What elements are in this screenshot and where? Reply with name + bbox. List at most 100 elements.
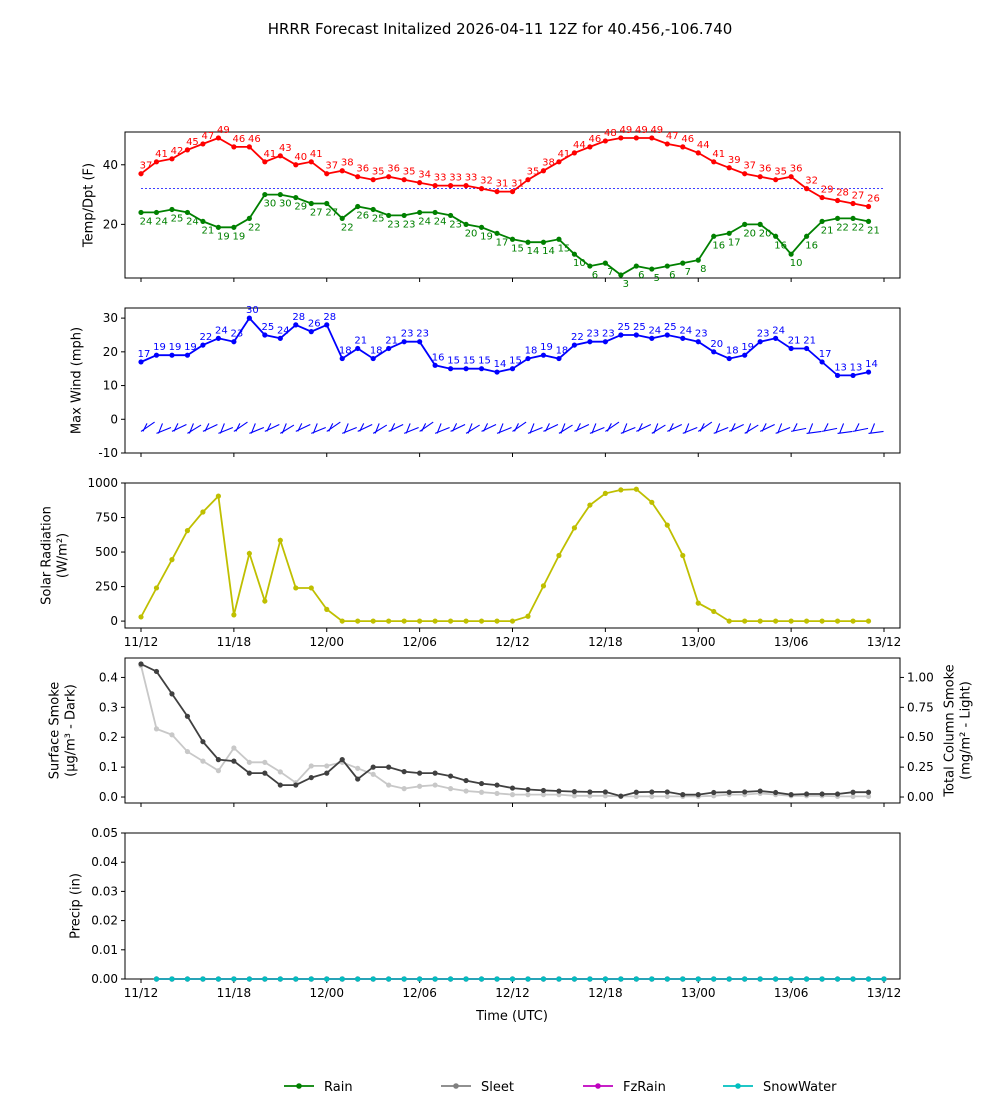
total-column-smoke-point xyxy=(153,726,160,732)
snowwater-precip-point xyxy=(339,976,345,982)
temperature-label: 28 xyxy=(836,188,849,199)
max-wind-label: 24 xyxy=(648,325,661,336)
temperature-label: 37 xyxy=(325,161,338,172)
max-wind-point xyxy=(355,345,361,352)
snowwater-precip-point xyxy=(571,976,578,982)
surface-smoke-point xyxy=(293,782,299,788)
surface-smoke-point xyxy=(401,769,407,775)
max-wind-point xyxy=(478,366,485,372)
dewpoint-point xyxy=(757,221,763,227)
surface-smoke-point xyxy=(819,791,825,797)
temperature-label: 35 xyxy=(372,167,385,178)
legend-label: FzRain xyxy=(623,1080,666,1095)
dewpoint-label: 23 xyxy=(403,219,416,230)
dewpoint-point xyxy=(463,221,469,227)
surface-smoke-point xyxy=(463,777,469,784)
solar-point xyxy=(370,618,376,624)
solar-point xyxy=(540,583,547,589)
temperature-point xyxy=(602,138,608,144)
y-axis-label: Precip (in) xyxy=(69,873,84,939)
temperature-point xyxy=(865,203,872,210)
total-column-smoke-point xyxy=(865,793,872,800)
max-wind-point xyxy=(742,352,748,358)
max-wind-point xyxy=(494,369,500,375)
surface-smoke-point xyxy=(834,791,841,797)
temperature-label: 38 xyxy=(542,158,555,169)
temperature-label: 32 xyxy=(480,176,493,187)
y-tick-label: 0.04 xyxy=(91,855,118,869)
max-wind-point xyxy=(726,355,732,362)
x-tick-label: 12/18 xyxy=(588,635,623,649)
solar-point xyxy=(664,522,670,528)
wind-barb-feather xyxy=(219,423,225,434)
max-wind-label: 23 xyxy=(602,329,615,340)
surface-smoke-point xyxy=(602,789,608,795)
dewpoint-point xyxy=(432,209,438,216)
wind-barb-feather xyxy=(746,423,752,434)
max-wind-point xyxy=(680,335,686,341)
x-tick-label: 13/12 xyxy=(867,635,902,649)
wind-barb xyxy=(512,421,527,432)
snowwater-precip-point xyxy=(881,976,887,982)
legend-swatch-marker xyxy=(595,1083,601,1089)
temperature-label: 41 xyxy=(263,149,276,160)
temperature-point xyxy=(587,144,593,150)
y-tick-label: 750 xyxy=(95,511,118,525)
max-wind-label: 19 xyxy=(153,342,166,353)
snowwater-precip-point xyxy=(711,976,717,982)
y-axis-label: Solar Radiation(W/m²) xyxy=(40,506,71,605)
solar-point xyxy=(618,487,624,493)
max-wind-label: 25 xyxy=(664,322,677,333)
dewpoint-label: 25 xyxy=(372,213,385,224)
temperature-point xyxy=(850,200,856,207)
temperature-point xyxy=(757,174,763,180)
x-tick-label: 13/12 xyxy=(867,986,902,1000)
temperature-label: 36 xyxy=(356,164,369,175)
temperature-label: 47 xyxy=(666,131,679,142)
dewpoint-label: 20 xyxy=(743,228,756,239)
dewpoint-label: 22 xyxy=(836,222,849,233)
temperature-label: 49 xyxy=(635,125,648,136)
dewpoint-point xyxy=(509,236,516,242)
y-axis-label-line: (mg/m² - Light) xyxy=(958,681,973,780)
temperature-label: 41 xyxy=(558,149,571,160)
wind-barb-feather xyxy=(637,423,643,432)
wind-barb-feather xyxy=(359,423,365,432)
wind-barb-feather xyxy=(173,423,179,432)
max-wind-point xyxy=(370,355,376,362)
x-tick-label: 12/06 xyxy=(402,986,437,1000)
dewpoint-label: 30 xyxy=(263,199,276,210)
legend-swatch-marker xyxy=(296,1083,302,1089)
dewpoint-point xyxy=(138,209,144,216)
y-tick-label: -10 xyxy=(98,446,118,460)
surface-smoke-point xyxy=(618,793,624,799)
temperature-label: 49 xyxy=(217,125,230,136)
y-tick-label: 0.2 xyxy=(99,730,118,744)
surface-smoke-point xyxy=(355,776,361,782)
dewpoint-point xyxy=(200,218,206,224)
max-wind-point xyxy=(184,352,191,358)
snowwater-precip-point xyxy=(788,976,794,982)
temperature-point xyxy=(432,183,438,189)
temperature-point xyxy=(556,159,562,165)
wind-barb-feather xyxy=(281,423,287,434)
y-axis-label: Total Column Smoke(mg/m² - Light) xyxy=(943,664,974,797)
solar-point xyxy=(339,618,345,624)
snowwater-precip-point xyxy=(525,976,531,982)
surface-smoke-point xyxy=(773,789,779,796)
y-tick-label: 0.1 xyxy=(99,760,118,774)
y-tick-label: 20 xyxy=(103,345,118,359)
temperature-point xyxy=(680,144,686,150)
plot-frame xyxy=(124,131,901,279)
max-wind-point xyxy=(711,349,717,355)
temperature-label: 49 xyxy=(650,125,663,136)
max-wind-label: 21 xyxy=(354,335,367,346)
surface-smoke-point xyxy=(308,774,314,781)
surface-smoke-point xyxy=(169,691,175,697)
temperature-point xyxy=(463,183,469,189)
dewpoint-label: 26 xyxy=(356,210,369,221)
wind-barb-feather xyxy=(591,423,597,434)
temperature-label: 37 xyxy=(140,161,153,172)
max-wind-point xyxy=(587,339,593,345)
